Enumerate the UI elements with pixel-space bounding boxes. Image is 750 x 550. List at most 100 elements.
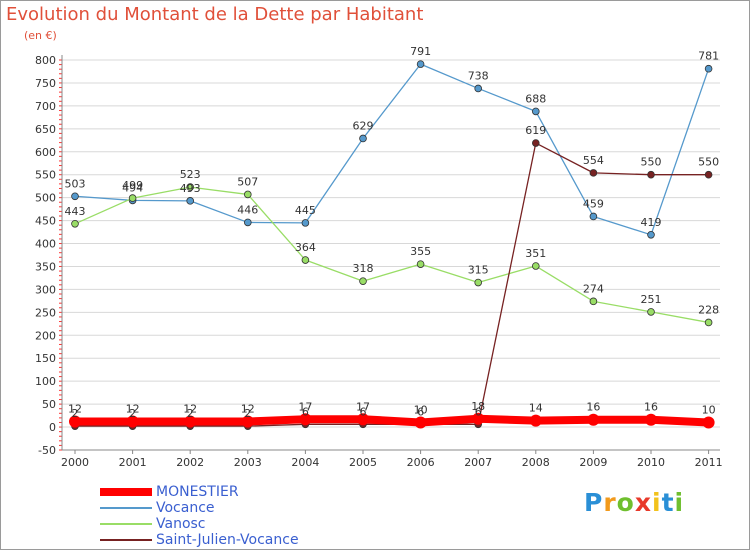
data-label-vocance: 738 [468,69,489,82]
chart-unit-label: (en €) [24,29,57,42]
y-tick-label: 200 [35,329,56,342]
x-tick-label: 2007 [464,456,492,469]
y-tick-label: 550 [35,169,56,182]
data-point-monestier [702,416,715,429]
data-point-vanosc [416,260,425,268]
data-label-saint-julien-vocance: 619 [525,124,546,137]
data-point-vocance [416,60,425,68]
data-point-saint-julien-vocance [704,170,713,179]
axes [59,55,720,454]
legend-item-vanosc: Vanosc [100,516,360,532]
data-label-vocance: 503 [65,177,86,190]
data-point-vanosc [186,183,195,191]
data-point-vocance [647,231,655,239]
data-label-saint-julien-vocance: 550 [641,156,662,169]
data-label-monestier: 16 [586,401,600,414]
data-label-saint-julien-vocance: 2 [187,407,194,420]
data-label-vanosc: 228 [698,303,719,316]
proxiti-logo: Proxiti [584,488,684,517]
data-point-saint-julien-vocance [531,139,540,147]
data-label-monestier: 10 [414,403,428,416]
y-tick-label: 300 [35,283,56,296]
data-point-vanosc [359,277,367,285]
data-point-vocance [589,212,598,221]
data-label-vocance: 493 [180,182,201,195]
data-label-saint-julien-vocance: 2 [129,407,136,420]
data-label-vocance: 494 [122,181,143,194]
y-tick-label: 650 [35,123,56,136]
data-point-vocance [301,219,310,227]
x-tick-label: 2001 [119,456,147,469]
data-label-saint-julien-vocance: 550 [698,156,719,169]
y-tick-label: 100 [35,375,56,388]
legend: MONESTIER Vocance Vanosc Saint-Julien-Vo… [100,484,360,548]
y-axis-ticks: -50 0 50 100 150 200 250 300 350 400 450 500 550 600 6… [35,54,56,457]
data-point-monestier [299,413,312,426]
y-tick-label: 600 [35,146,56,159]
data-point-vanosc [704,318,713,327]
x-tick-label: 2000 [61,456,89,469]
data-point-monestier [472,412,485,425]
data-point-vanosc [474,278,483,287]
data-label-vanosc: 351 [525,247,546,260]
data-labels-layer: 12 12 12 12 17 17 10 18 14 16 16 10 503 494 493 446 445 6… [65,45,720,420]
x-tick-label: 2008 [522,456,550,469]
series-line-vocance [74,63,710,236]
data-point-vanosc [589,297,598,306]
data-label-vanosc: 507 [237,175,258,188]
legend-label: Vanosc [156,516,206,532]
data-point-monestier [241,415,254,428]
data-point-vanosc [531,262,540,270]
data-label-monestier: 14 [529,402,543,415]
legend-item-saint-julien-vocance: Saint-Julien-Vocance [100,532,360,548]
data-label-saint-julien-vocance: 2 [244,407,251,420]
data-label-vanosc: 355 [410,245,431,258]
data-point-monestier [69,415,81,428]
series-line-vanosc [74,186,710,324]
data-label-vanosc: 251 [641,293,662,306]
logo-letter: x [634,488,652,517]
data-point-vanosc [301,256,310,264]
data-point-vocance [531,107,540,116]
legend-swatch-monestier [100,488,152,496]
data-point-monestier [529,414,542,427]
data-label-vanosc: 443 [65,205,86,218]
data-label-vanosc: 274 [583,282,604,295]
data-point-monestier [126,415,139,428]
x-tick-label: 2010 [637,456,665,469]
data-label-vocance: 445 [295,204,316,217]
y-tick-label: 750 [35,77,56,90]
chart-title: Evolution du Montant de la Dette par Hab… [6,4,424,25]
logo-letter: o [616,488,635,517]
data-label-monestier: 12 [183,403,197,416]
data-point-saint-julien-vocance [589,169,598,177]
y-tick-label: 150 [35,352,56,365]
data-label-saint-julien-vocance: 6 [475,405,482,418]
y-tick-label: 450 [35,215,56,228]
grid [62,59,720,451]
data-label-saint-julien-vocance: 2 [72,407,79,420]
x-tick-label: 2003 [234,456,262,469]
legend-label: Saint-Julien-Vocance [156,532,299,548]
data-label-saint-julien-vocance: 6 [417,405,424,418]
logo-letter: r [603,488,617,517]
data-point-vanosc [71,220,79,228]
data-label-vocance: 419 [641,216,662,229]
data-label-vocance: 629 [353,119,374,132]
data-label-monestier: 16 [644,401,658,414]
data-point-vocance [359,134,367,143]
y-tick-label: 500 [35,192,56,205]
data-label-saint-julien-vocance: 554 [583,154,604,167]
data-label-monestier: 17 [298,400,312,413]
x-tick-label: 2006 [407,456,435,469]
data-label-saint-julien-vocance: 6 [302,405,309,418]
data-point-vanosc [244,190,252,199]
y-tick-label: 800 [35,54,56,67]
y-tick-label: -50 [38,444,56,457]
data-point-monestier [184,415,197,428]
legend-swatch-saint-julien-vocance [100,539,152,541]
data-label-vocance: 791 [410,45,431,58]
data-point-vocance [71,192,79,201]
data-label-vanosc: 315 [468,264,489,277]
